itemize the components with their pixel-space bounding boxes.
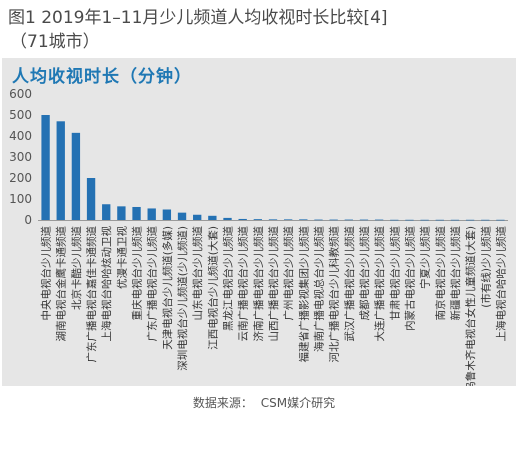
x-tick-label: 乌鲁木齐电视台女性儿童频道(大套) [464, 226, 477, 386]
x-tick-label: 云南广播电视台少儿频道 [237, 226, 250, 342]
y-tick-label: 300 [9, 150, 32, 164]
y-tick-label: 500 [9, 108, 32, 122]
bar [193, 214, 202, 220]
x-tick-label: 北京卡酷少儿频道 [70, 226, 83, 310]
bar [465, 219, 475, 221]
x-tick-label: 济南广播电视台少儿频道 [252, 226, 265, 342]
bar [374, 219, 384, 221]
x-tick-label: 优漫卡通卫视 [115, 226, 128, 289]
bar [329, 219, 338, 221]
bar [117, 206, 126, 220]
bar [450, 219, 460, 221]
y-tick-label: 600 [9, 87, 32, 101]
bar-chart: 0 100 200 300 400 500 600 中央电视台少儿频道 湖南电视台金鹰卡通频道北… [9, 87, 508, 386]
bar [223, 217, 232, 220]
bar [283, 219, 293, 220]
source-note: 数据来源： CSM媒介研究 [0, 394, 528, 411]
x-tick-label: 江西电视台少儿频道(大套) [206, 226, 219, 350]
x-tick-label: 武汉广播电视台少儿频道 [343, 226, 356, 342]
x-tick-label: 河北广播电视台少儿科教频道 [328, 226, 341, 363]
x-tick-label: 重庆电视台少儿频道 [131, 226, 144, 321]
x-tick-label: 山东电视台少儿频道 [191, 226, 204, 321]
bar [359, 219, 369, 221]
bar [420, 219, 429, 221]
x-tick-label: 广州电视台少儿频道 [282, 226, 295, 321]
x-tick-label: 黑龙江电视台少儿频道 [222, 226, 235, 331]
bar [253, 219, 263, 220]
bar [314, 219, 323, 221]
bar [405, 219, 414, 221]
bar [481, 219, 490, 221]
figure-title: 图1 2019年1–11月少儿频道人均收视时长比较[4] （71城市） [8, 6, 523, 54]
chart-panel: 人均收视时长（分钟） 0 100 200 300 400 500 600 中央电视台少儿频道湖… [2, 58, 516, 386]
x-tick-label: 内蒙古电视台少儿频道 [403, 226, 416, 331]
x-tick-label: 深圳电视台少儿频道(少儿频道) [176, 226, 189, 371]
bar [132, 206, 141, 220]
bar [71, 132, 81, 220]
bar [102, 204, 111, 220]
x-tick-label: 南京电视台少儿频道 [434, 226, 447, 321]
bar [208, 215, 217, 220]
x-tick-label: 广东广播电视台嘉佳卡通频道 [85, 226, 98, 363]
bar [435, 219, 444, 221]
bar [41, 115, 50, 220]
bar [299, 219, 308, 220]
x-tick-label: 福建省广播影视集团少儿频道 [297, 226, 310, 363]
x-tick-label: 广东广播电视台少儿频道 [146, 226, 159, 342]
source-label: 数据来源： [192, 396, 253, 410]
bar [344, 219, 353, 221]
x-tick-label: (市有线)少儿频道 [479, 226, 492, 308]
bar [177, 212, 187, 220]
x-tick-label: 湖南电视台金鹰卡通频道 [55, 226, 68, 342]
x-tick-label: 成都电视台少儿频道 [358, 226, 371, 321]
x-tick-label: 中央电视台少儿频道 [40, 226, 53, 321]
y-tick-label: 100 [9, 192, 32, 206]
x-tick-label: 天津电视台少儿频道(多媒) [161, 226, 174, 350]
bar [238, 218, 247, 220]
figure-title-line1: 图1 2019年1–11月少儿频道人均收视时长比较[4] [8, 8, 388, 28]
bar [86, 178, 96, 220]
source-value: CSM媒介研究 [260, 396, 336, 410]
x-tick-label: 上海电视台哈哈少儿频道 [494, 226, 507, 342]
bar [56, 121, 65, 220]
bar [268, 219, 278, 220]
figure-title-line2: （71城市） [10, 32, 100, 52]
x-tick-label: 上海电视台哈哈炫动卫视 [100, 226, 113, 342]
bar [162, 209, 172, 220]
bar [147, 208, 156, 220]
y-tick-label: 400 [9, 129, 32, 143]
y-tick-label: 0 [24, 213, 32, 227]
x-tick-label: 山西广播电视台少儿频道 [267, 226, 280, 342]
x-tick-label: 海南广播电视总台少儿频道 [312, 226, 325, 352]
y-tick-label: 200 [9, 171, 32, 185]
chart-title: 人均收视时长（分钟） [12, 67, 192, 87]
bar [390, 219, 399, 221]
x-tick-label: 甘肃电视台少儿频道 [388, 226, 401, 321]
bar [496, 219, 505, 221]
x-tick-label: 大连广播电视台少儿频道 [373, 226, 386, 342]
x-tick-label: 宁夏少儿频道 [419, 226, 432, 289]
x-tick-label: 新疆电视台少儿频道 [449, 226, 462, 321]
